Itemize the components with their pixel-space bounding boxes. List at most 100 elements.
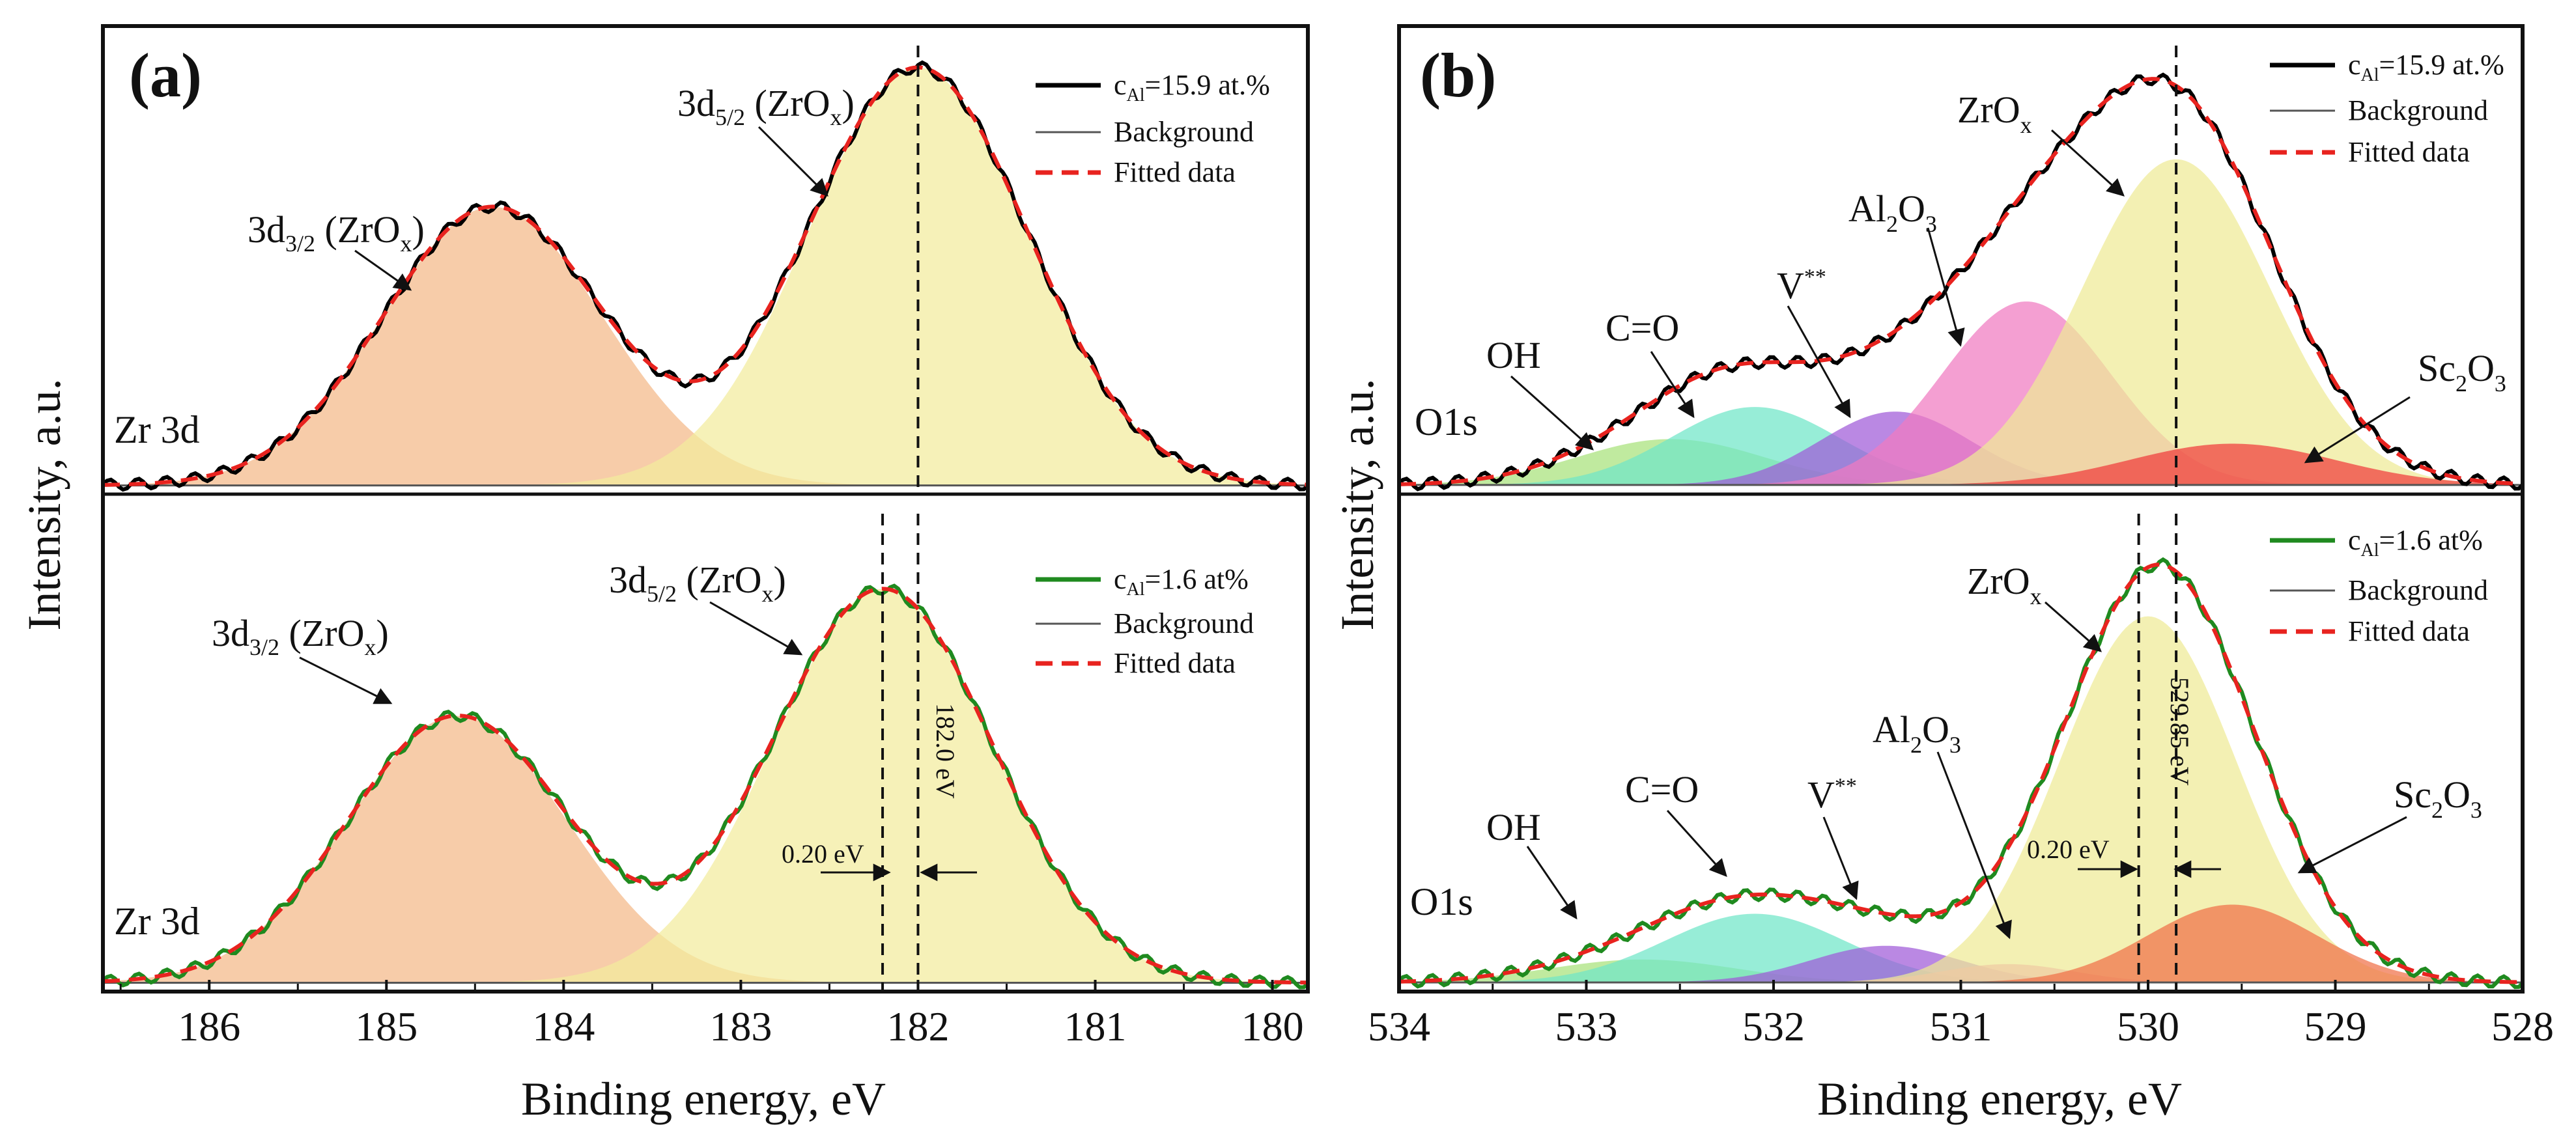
y-axis-title-b: Intensity, a.u. xyxy=(1331,378,1383,630)
arrow-3d52-a-bottom xyxy=(709,601,803,656)
arrow-v-b-top xyxy=(1787,305,1851,419)
region-label-b-top: O1s xyxy=(1415,400,1478,443)
arrow-sc2o3-b-top xyxy=(2304,396,2411,464)
arrow-v-b-bottom xyxy=(1822,816,1859,900)
legend-label-background: Background xyxy=(1114,607,1254,639)
peak-fill-c-o xyxy=(1399,407,2523,485)
legend-label-measured: cAl=1.6 at% xyxy=(2348,524,2483,561)
peak-fill-3d3-2-zrox- xyxy=(103,716,1308,983)
legend-label-fitted: Fitted data xyxy=(2348,136,2470,168)
plot-b-bottom xyxy=(1397,514,2525,992)
x-axis-title-b: Binding energy, eV xyxy=(1817,1073,2182,1125)
legend-label-background: Background xyxy=(2348,574,2488,606)
x-tick-label: 533 xyxy=(1555,1003,1618,1050)
peak-annotation-oh-b-top: OH xyxy=(1486,334,1541,376)
peak-annotation-3d52-a-top: 3d5/2 (ZrOx) xyxy=(677,82,855,130)
x-axis-title-a: Binding energy, eV xyxy=(521,1073,886,1125)
peak-annotation-co-b-top: C=O xyxy=(1606,307,1679,349)
peak-annotation-sc2o3-b-bottom: Sc2O3 xyxy=(2394,773,2482,823)
legend-label-background: Background xyxy=(2348,94,2488,126)
peak-fill-c-o xyxy=(1399,913,2523,982)
shift-label-b: 0.20 eV xyxy=(2027,835,2110,864)
region-label-a-top: Zr 3d xyxy=(114,408,200,451)
legend-label-fitted: Fitted data xyxy=(1114,647,1236,679)
arrow-3d32-a-bottom xyxy=(299,656,393,704)
x-tick-label: 534 xyxy=(1368,1003,1430,1050)
fitted-line xyxy=(1398,563,2523,984)
plot-b-top xyxy=(1397,46,2525,494)
annotation-layer: Zr 3d 3d3/2 (ZrOx) 3d5/2 (ZrOx) Zr 3d 3d… xyxy=(114,82,2506,943)
region-label-b-bottom: O1s xyxy=(1410,880,1473,923)
arrow-co-b-bottom xyxy=(1666,809,1727,878)
peak-annotation-oh-b-bottom: OH xyxy=(1486,806,1541,848)
arrow-sc2o3-b-bottom xyxy=(2297,816,2407,874)
plot-a-bottom xyxy=(101,514,1310,992)
peak-annotation-al2o3-b-bottom: Al2O3 xyxy=(1873,708,1961,758)
frame-b xyxy=(1397,24,2525,994)
x-ticks-a: 186 185 184 183 182 181 180 xyxy=(119,980,1304,1050)
arrow-3d32-a-top xyxy=(354,249,412,291)
arrow-co-b-top xyxy=(1650,351,1695,419)
frame-a xyxy=(101,24,1310,994)
legend-label-background: Background xyxy=(1114,116,1254,148)
peak-annotation-3d32-a-bottom: 3d3/2 (ZrOx) xyxy=(212,612,389,660)
legend-b-top: cAl=15.9 at.% Background Fitted data xyxy=(2270,49,2504,168)
panel-label-a: (a) xyxy=(129,40,202,110)
region-label-a-bottom: Zr 3d xyxy=(114,900,200,943)
legend-b-bottom: cAl=1.6 at% Background Fitted data xyxy=(2270,524,2488,647)
x-tick-label: 181 xyxy=(1064,1003,1127,1050)
x-tick-label: 529 xyxy=(2304,1003,2367,1050)
arrow-zrox-b-top xyxy=(2050,129,2125,197)
position-label-a: 182.0 eV xyxy=(931,703,960,799)
peak-fill-3d5-2-zrox- xyxy=(103,67,1308,486)
fitted-line xyxy=(102,65,1309,487)
legend-label-fitted: Fitted data xyxy=(2348,615,2470,647)
x-tick-label: 182 xyxy=(886,1003,949,1050)
y-axis-title-a: Intensity, a.u. xyxy=(18,378,70,630)
peak-annotation-al2o3-b-top: Al2O3 xyxy=(1848,188,1937,237)
peak-annotation-zrox-b-top: ZrOx xyxy=(1957,89,2032,138)
arrow-3d52-a-top xyxy=(757,126,828,197)
shift-label-a: 0.20 eV xyxy=(782,839,864,869)
x-tick-label: 528 xyxy=(2491,1003,2554,1050)
peak-annotation-3d52-a-bottom: 3d5/2 (ZrOx) xyxy=(609,559,786,607)
peak-annotation-v-b-bottom: V** xyxy=(1807,773,1857,816)
arrow-oh-b-bottom xyxy=(1526,846,1578,920)
legend-a-top: cAl=15.9 at.% Background Fitted data xyxy=(1036,69,1270,188)
peak-fill-zrox xyxy=(1399,159,2523,485)
arrow-al2o3-b-bottom xyxy=(1936,751,2012,939)
peak-fill-3d3-2-zrox- xyxy=(103,206,1308,486)
x-tick-label: 186 xyxy=(178,1003,240,1050)
arrow-oh-b-top xyxy=(1510,375,1594,451)
peak-annotation-v-b-top: V** xyxy=(1777,264,1826,307)
x-tick-label: 531 xyxy=(1930,1003,1992,1050)
peak-fill-al2o3 xyxy=(1399,301,2523,485)
x-tick-label: 185 xyxy=(355,1003,418,1050)
peak-annotation-sc2o3-b-top: Sc2O3 xyxy=(2418,347,2506,396)
peak-fill-sc2o3 xyxy=(1399,443,2523,485)
peak-fill-sc2o3 xyxy=(1399,904,2523,982)
peak-fill-zrox xyxy=(1399,616,2523,982)
legend-label-measured: cAl=1.6 at% xyxy=(1114,563,1249,600)
fitted-line xyxy=(102,587,1309,985)
legend-a-bottom: cAl=1.6 at% Background Fitted data xyxy=(1036,563,1254,679)
arrow-zrox-b-bottom xyxy=(2045,601,2102,652)
legend-label-fitted: Fitted data xyxy=(1114,156,1236,188)
peak-fill-3d5-2-zrox- xyxy=(103,589,1308,983)
x-tick-label: 530 xyxy=(2117,1003,2179,1050)
peak-annotation-co-b-bottom: C=O xyxy=(1625,768,1699,811)
annotation-arrows xyxy=(299,126,2411,939)
arrow-al2o3-b-top xyxy=(1927,227,1965,347)
plot-a-top xyxy=(101,46,1309,494)
x-tick-label: 532 xyxy=(1742,1003,1805,1050)
x-tick-label: 184 xyxy=(532,1003,595,1050)
position-label-b: 529.85 eV xyxy=(2165,677,2194,786)
peak-annotation-3d32-a-top: 3d3/2 (ZrOx) xyxy=(248,208,425,257)
x-tick-label: 183 xyxy=(709,1003,772,1050)
legend-label-measured: cAl=15.9 at.% xyxy=(2348,49,2504,85)
panel-label-b: (b) xyxy=(1420,40,1496,110)
peak-annotation-zrox-b-bottom: ZrOx xyxy=(1967,560,2042,609)
legend-label-measured: cAl=15.9 at.% xyxy=(1114,69,1270,105)
x-ticks-b: 534 533 532 531 530 529 528 xyxy=(1368,980,2554,1050)
